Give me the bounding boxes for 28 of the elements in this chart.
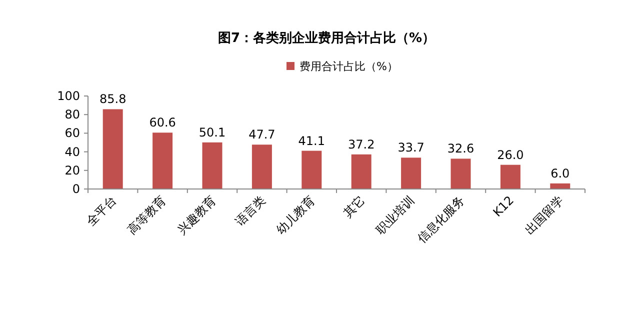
x-tick-label: 语言类 bbox=[232, 193, 268, 229]
x-tick-label: 幼儿教育 bbox=[274, 193, 318, 238]
y-tick-label: 20 bbox=[64, 163, 80, 178]
chart-title: 图7：各类别企业费用合计占比（%） bbox=[218, 30, 436, 46]
data-label: 85.8 bbox=[99, 92, 126, 106]
data-label: 37.2 bbox=[348, 137, 375, 152]
data-label: 26.0 bbox=[497, 148, 524, 162]
data-label: 50.1 bbox=[198, 125, 226, 140]
y-tick-label: 80 bbox=[64, 108, 80, 122]
data-label: 32.6 bbox=[447, 142, 474, 156]
x-tick-label: 其它 bbox=[340, 193, 368, 220]
data-label: 6.0 bbox=[550, 166, 570, 180]
x-tick-label: 高等教育 bbox=[124, 193, 169, 238]
x-tick-label: 全平台 bbox=[84, 193, 119, 229]
y-tick-label: 60 bbox=[64, 126, 80, 140]
data-label: 47.7 bbox=[248, 128, 276, 142]
x-tick-label: K12 bbox=[490, 193, 517, 220]
x-tick-label: 信息化服务 bbox=[414, 193, 467, 246]
data-label: 60.6 bbox=[149, 116, 176, 130]
data-label: 41.1 bbox=[298, 134, 326, 148]
y-tick-label: 100 bbox=[57, 89, 80, 103]
y-tick-label: 0 bbox=[72, 182, 80, 196]
data-label: 33.7 bbox=[398, 140, 424, 155]
y-tick-label: 40 bbox=[64, 144, 80, 159]
x-tick-label: 职业培训 bbox=[373, 193, 418, 238]
x-tick-label: 兴趣教育 bbox=[174, 193, 218, 238]
legend-label: 费用合计占比（%） bbox=[300, 60, 398, 73]
x-tick-label: 出国留学 bbox=[522, 193, 566, 238]
